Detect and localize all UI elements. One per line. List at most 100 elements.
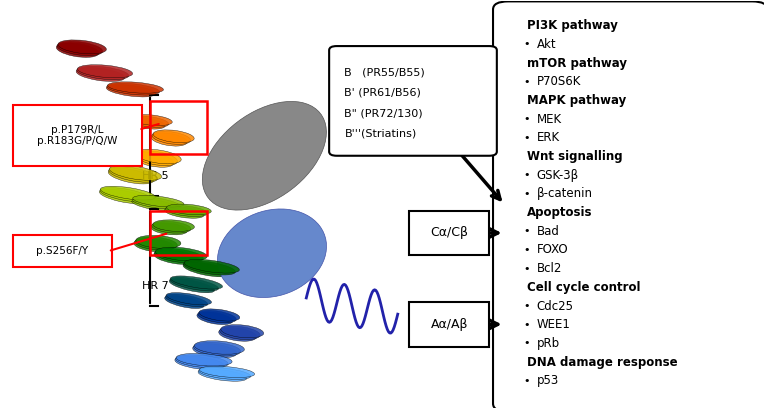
Text: •: • bbox=[523, 376, 530, 386]
Ellipse shape bbox=[165, 294, 208, 307]
Text: MEK: MEK bbox=[536, 113, 562, 126]
FancyBboxPatch shape bbox=[329, 46, 496, 156]
Ellipse shape bbox=[193, 344, 237, 358]
Ellipse shape bbox=[221, 325, 264, 338]
FancyBboxPatch shape bbox=[409, 211, 489, 255]
Text: p.P179R/L
p.R183G/P/Q/W: p.P179R/L p.R183G/P/Q/W bbox=[37, 125, 118, 146]
Ellipse shape bbox=[217, 209, 327, 297]
Ellipse shape bbox=[176, 353, 232, 366]
Ellipse shape bbox=[220, 326, 260, 339]
Text: P70S6K: P70S6K bbox=[536, 75, 581, 88]
Ellipse shape bbox=[132, 198, 177, 211]
Ellipse shape bbox=[153, 130, 194, 143]
Ellipse shape bbox=[183, 262, 231, 277]
Ellipse shape bbox=[109, 165, 161, 180]
Text: mTOR pathway: mTOR pathway bbox=[527, 56, 627, 70]
Ellipse shape bbox=[170, 277, 219, 291]
Text: PI3K pathway: PI3K pathway bbox=[527, 19, 618, 32]
Ellipse shape bbox=[151, 221, 191, 233]
Text: Akt: Akt bbox=[536, 38, 556, 51]
Ellipse shape bbox=[151, 133, 187, 146]
Ellipse shape bbox=[154, 250, 200, 265]
Ellipse shape bbox=[194, 341, 244, 354]
Ellipse shape bbox=[155, 249, 203, 263]
Ellipse shape bbox=[136, 235, 181, 248]
Text: •: • bbox=[523, 114, 530, 124]
Ellipse shape bbox=[184, 261, 236, 275]
Text: B' (PR61/B56): B' (PR61/B56) bbox=[344, 88, 422, 98]
Text: •: • bbox=[523, 226, 530, 236]
Ellipse shape bbox=[151, 223, 187, 235]
Text: •: • bbox=[523, 77, 530, 87]
Ellipse shape bbox=[199, 368, 251, 380]
Ellipse shape bbox=[134, 153, 174, 167]
Ellipse shape bbox=[58, 40, 106, 54]
Text: B   (PR55/B55): B (PR55/B55) bbox=[344, 67, 425, 77]
Text: •: • bbox=[523, 320, 530, 330]
Text: Cdc25: Cdc25 bbox=[536, 299, 574, 312]
Ellipse shape bbox=[164, 207, 204, 218]
Text: •: • bbox=[523, 301, 530, 311]
Ellipse shape bbox=[87, 108, 134, 119]
Text: GSK-3β: GSK-3β bbox=[536, 169, 578, 182]
Ellipse shape bbox=[175, 356, 224, 370]
Ellipse shape bbox=[198, 369, 247, 381]
Text: β-catenin: β-catenin bbox=[536, 187, 592, 200]
Text: WEE1: WEE1 bbox=[536, 318, 571, 331]
Ellipse shape bbox=[76, 66, 129, 80]
Ellipse shape bbox=[155, 247, 207, 261]
Ellipse shape bbox=[76, 67, 125, 81]
Ellipse shape bbox=[135, 149, 181, 164]
Text: MAPK pathway: MAPK pathway bbox=[527, 94, 627, 107]
Text: Cell cycle control: Cell cycle control bbox=[527, 281, 641, 294]
Ellipse shape bbox=[135, 151, 177, 166]
Text: B" (PR72/130): B" (PR72/130) bbox=[344, 108, 423, 118]
Ellipse shape bbox=[88, 107, 138, 117]
Ellipse shape bbox=[86, 110, 130, 121]
Ellipse shape bbox=[202, 101, 327, 210]
Ellipse shape bbox=[135, 237, 177, 250]
Text: •: • bbox=[523, 338, 530, 348]
Ellipse shape bbox=[133, 196, 184, 207]
Ellipse shape bbox=[169, 279, 215, 293]
Text: Bcl2: Bcl2 bbox=[536, 262, 562, 275]
Ellipse shape bbox=[129, 116, 169, 127]
Text: Aα/Aβ: Aα/Aβ bbox=[431, 318, 468, 331]
Ellipse shape bbox=[219, 328, 256, 341]
Text: •: • bbox=[523, 245, 530, 255]
Text: p.S256F/Y: p.S256F/Y bbox=[36, 246, 89, 256]
Ellipse shape bbox=[108, 168, 154, 184]
FancyBboxPatch shape bbox=[13, 105, 142, 166]
Ellipse shape bbox=[194, 342, 241, 356]
Ellipse shape bbox=[132, 197, 181, 209]
Text: •: • bbox=[523, 39, 530, 49]
Ellipse shape bbox=[153, 220, 194, 231]
Text: p53: p53 bbox=[536, 374, 558, 387]
Ellipse shape bbox=[152, 131, 190, 144]
Text: •: • bbox=[523, 189, 530, 199]
Ellipse shape bbox=[199, 309, 239, 321]
Ellipse shape bbox=[167, 204, 211, 215]
FancyBboxPatch shape bbox=[13, 235, 112, 267]
Text: B'''(Striatins): B'''(Striatins) bbox=[344, 128, 417, 138]
Ellipse shape bbox=[127, 117, 165, 129]
Ellipse shape bbox=[166, 292, 211, 305]
Ellipse shape bbox=[57, 41, 103, 56]
Ellipse shape bbox=[99, 189, 148, 204]
Text: pRb: pRb bbox=[536, 337, 559, 350]
Text: Apoptosis: Apoptosis bbox=[527, 206, 593, 219]
Text: DNA damage response: DNA damage response bbox=[527, 355, 678, 369]
Text: Wnt signalling: Wnt signalling bbox=[527, 150, 623, 163]
Text: •: • bbox=[523, 133, 530, 143]
Ellipse shape bbox=[197, 312, 233, 325]
Ellipse shape bbox=[106, 85, 155, 97]
Ellipse shape bbox=[77, 65, 132, 78]
Ellipse shape bbox=[164, 296, 204, 308]
Text: HR 5: HR 5 bbox=[142, 171, 169, 181]
Ellipse shape bbox=[57, 43, 99, 57]
Ellipse shape bbox=[165, 205, 207, 216]
Ellipse shape bbox=[107, 83, 160, 95]
Text: •: • bbox=[523, 264, 530, 274]
Ellipse shape bbox=[108, 82, 164, 93]
Text: •: • bbox=[523, 170, 530, 180]
